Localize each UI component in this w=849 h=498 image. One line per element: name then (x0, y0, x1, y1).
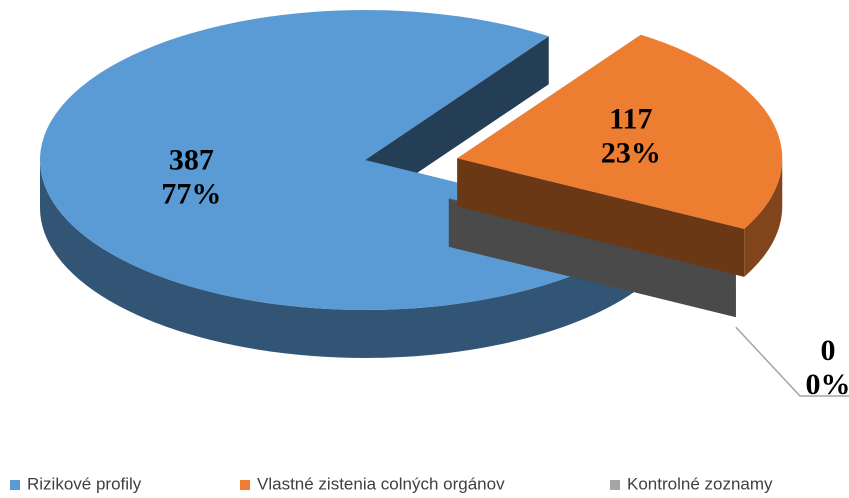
legend-label: Kontrolné zoznamy (627, 474, 773, 493)
data-label: 387 (169, 144, 214, 177)
data-label: 0 (821, 334, 836, 367)
legend-swatch (10, 480, 20, 490)
slice-wall (457, 158, 745, 277)
slice (457, 34, 783, 229)
slice-side (40, 160, 652, 358)
legend-swatch (610, 480, 620, 490)
slice-side (744, 158, 783, 277)
percent-label: 77% (161, 178, 221, 211)
data-label: 117 (609, 103, 652, 136)
slice-wall (365, 36, 549, 208)
percent-label: 23% (601, 137, 661, 170)
legend-label: Rizikové profily (27, 474, 142, 493)
percent-label: 0% (806, 368, 849, 401)
leader-line (735, 326, 849, 397)
slice-wall (448, 198, 736, 318)
legend-label: Vlastné zistenia colných orgánov (257, 474, 505, 493)
legend-swatch (240, 480, 250, 490)
